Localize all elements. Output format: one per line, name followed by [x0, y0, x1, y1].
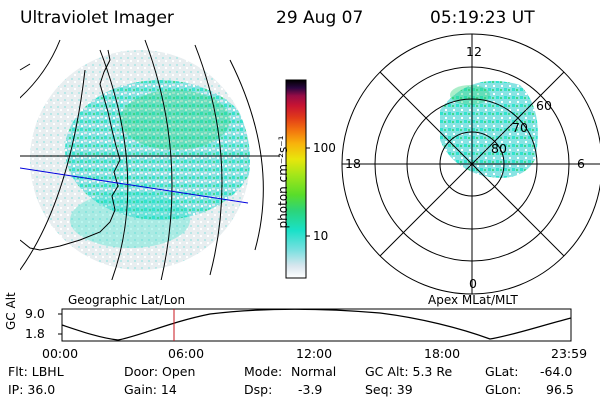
apex-label: Apex MLat/MLT [428, 293, 518, 307]
mlt-label-18: 18 [345, 156, 361, 171]
info-gcalt: GC Alt: 5.3 Re [365, 364, 453, 379]
info-mode-label: Mode: [244, 364, 283, 379]
info-mode-value: Normal [291, 364, 337, 379]
time-tick-1200: 12:00 [296, 346, 333, 361]
time-tick-2359: 23:59 [551, 346, 588, 361]
geographic-label: Geographic Lat/Lon [68, 293, 186, 307]
mlt-label-12: 12 [466, 44, 482, 59]
info-glat-value: -64.0 [540, 364, 573, 379]
info-seq: Seq: 39 [365, 382, 413, 397]
time-tick-0600: 06:00 [168, 346, 205, 361]
info-door: Door: Open [124, 364, 196, 379]
info-flt: Flt: LBHL [8, 364, 64, 379]
info-ip: IP: 36.0 [8, 382, 56, 397]
colorbar-unit-label: photon cm⁻²s⁻¹ [276, 135, 290, 229]
info-glon-value: 96.5 [546, 382, 574, 397]
altitude-ylabel: GC Alt [4, 292, 18, 330]
altitude-ytick-1-8: 1.8 [25, 326, 45, 341]
info-glat-label: GLat: [485, 364, 519, 379]
mlt-label-0: 0 [469, 276, 477, 291]
info-dsp-value: -3.9 [298, 382, 323, 397]
info-gain: Gain: 14 [124, 382, 177, 397]
instrument-title: Ultraviolet Imager [20, 8, 174, 28]
altitude-ytick-9: 9.0 [25, 306, 45, 321]
date-label: 29 Aug 07 [276, 8, 364, 28]
mlat-label-80: 80 [491, 141, 507, 156]
mlat-label-70: 70 [512, 120, 528, 135]
info-dsp-label: Dsp: [244, 382, 273, 397]
time-label: 05:19:23 UT [430, 8, 535, 28]
mlat-label-60: 60 [536, 98, 552, 113]
time-tick-0000: 00:00 [42, 346, 79, 361]
info-glon-label: GLon: [485, 382, 522, 397]
time-tick-1800: 18:00 [424, 346, 461, 361]
mlt-label-6: 6 [577, 156, 585, 171]
colorbar-tick-10: 10 [313, 229, 329, 243]
colorbar-tick-100: 100 [313, 141, 336, 155]
